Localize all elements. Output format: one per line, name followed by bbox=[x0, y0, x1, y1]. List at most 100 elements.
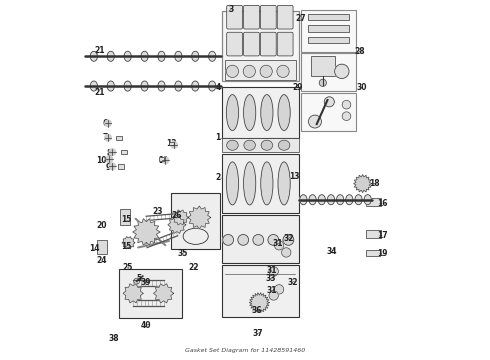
Bar bbox=[366, 230, 381, 238]
Bar bbox=[221, 215, 299, 263]
Ellipse shape bbox=[327, 195, 335, 205]
Ellipse shape bbox=[107, 51, 114, 61]
Text: 27: 27 bbox=[295, 14, 306, 23]
Circle shape bbox=[253, 234, 264, 245]
Polygon shape bbox=[354, 175, 371, 193]
Text: 3: 3 bbox=[228, 5, 233, 14]
Text: 8: 8 bbox=[106, 149, 112, 158]
Ellipse shape bbox=[355, 195, 362, 205]
Text: 35: 35 bbox=[177, 249, 188, 258]
Text: 26: 26 bbox=[172, 211, 182, 220]
FancyBboxPatch shape bbox=[260, 32, 276, 56]
Circle shape bbox=[254, 298, 265, 308]
Circle shape bbox=[269, 267, 278, 276]
Ellipse shape bbox=[346, 195, 353, 205]
Text: 22: 22 bbox=[189, 264, 199, 273]
Text: 17: 17 bbox=[377, 231, 387, 240]
Ellipse shape bbox=[209, 51, 216, 61]
Circle shape bbox=[269, 291, 278, 300]
Circle shape bbox=[105, 134, 111, 141]
Ellipse shape bbox=[226, 95, 239, 131]
Bar bbox=[366, 249, 380, 256]
Bar bbox=[221, 154, 299, 213]
Ellipse shape bbox=[261, 162, 273, 205]
Circle shape bbox=[106, 156, 113, 162]
Bar bbox=[221, 265, 299, 317]
Text: 10: 10 bbox=[97, 156, 107, 165]
Text: 15: 15 bbox=[121, 242, 131, 251]
Text: 11: 11 bbox=[158, 156, 169, 165]
FancyBboxPatch shape bbox=[244, 5, 259, 29]
Text: 36: 36 bbox=[251, 306, 262, 315]
Text: 31: 31 bbox=[267, 266, 277, 275]
Text: 18: 18 bbox=[369, 179, 380, 188]
Text: 29: 29 bbox=[293, 83, 303, 92]
Ellipse shape bbox=[175, 51, 182, 61]
Circle shape bbox=[105, 120, 111, 127]
Circle shape bbox=[342, 100, 351, 109]
Bar bbox=[221, 87, 299, 138]
Ellipse shape bbox=[124, 81, 131, 91]
Bar bbox=[311, 56, 335, 76]
Ellipse shape bbox=[226, 162, 239, 205]
Circle shape bbox=[335, 64, 349, 78]
Bar bbox=[221, 138, 299, 152]
Text: 30: 30 bbox=[356, 83, 367, 92]
Ellipse shape bbox=[278, 162, 290, 205]
Bar bbox=[366, 198, 381, 206]
Bar bbox=[300, 53, 356, 91]
Polygon shape bbox=[133, 219, 160, 245]
Circle shape bbox=[268, 234, 279, 245]
Polygon shape bbox=[172, 210, 188, 225]
Bar bbox=[224, 60, 296, 80]
Text: 31: 31 bbox=[273, 239, 283, 248]
Ellipse shape bbox=[300, 195, 307, 205]
Ellipse shape bbox=[337, 195, 343, 205]
Bar bbox=[308, 37, 349, 43]
Circle shape bbox=[277, 65, 289, 77]
Text: 32: 32 bbox=[287, 278, 297, 287]
Circle shape bbox=[109, 163, 116, 170]
Ellipse shape bbox=[227, 140, 238, 150]
Circle shape bbox=[274, 240, 284, 250]
Circle shape bbox=[319, 79, 326, 86]
Ellipse shape bbox=[192, 51, 199, 61]
Text: 12: 12 bbox=[166, 139, 177, 148]
Ellipse shape bbox=[141, 81, 148, 91]
Ellipse shape bbox=[158, 51, 165, 61]
Text: 15: 15 bbox=[121, 215, 131, 224]
Text: 13: 13 bbox=[289, 172, 300, 181]
Text: 16: 16 bbox=[377, 199, 387, 208]
FancyBboxPatch shape bbox=[244, 32, 259, 56]
Circle shape bbox=[226, 65, 239, 77]
Bar bbox=[308, 14, 349, 21]
Bar bbox=[116, 135, 122, 140]
Bar bbox=[119, 164, 124, 168]
Ellipse shape bbox=[278, 140, 290, 150]
Text: 4: 4 bbox=[216, 83, 221, 92]
Ellipse shape bbox=[278, 95, 290, 131]
Ellipse shape bbox=[141, 51, 148, 61]
Text: 32: 32 bbox=[284, 234, 294, 243]
Polygon shape bbox=[153, 284, 173, 303]
Circle shape bbox=[282, 248, 291, 257]
Text: 28: 28 bbox=[354, 47, 365, 56]
Text: 31: 31 bbox=[267, 286, 277, 295]
Circle shape bbox=[162, 157, 169, 163]
Text: 34: 34 bbox=[326, 247, 337, 256]
Circle shape bbox=[260, 65, 272, 77]
Bar bbox=[120, 209, 130, 225]
Ellipse shape bbox=[209, 81, 216, 91]
Bar bbox=[121, 150, 126, 154]
Text: 5: 5 bbox=[137, 274, 142, 283]
Ellipse shape bbox=[318, 195, 325, 205]
Bar bbox=[308, 26, 349, 32]
FancyBboxPatch shape bbox=[277, 5, 293, 29]
Ellipse shape bbox=[309, 195, 316, 205]
Circle shape bbox=[171, 141, 177, 148]
Circle shape bbox=[342, 112, 351, 121]
Circle shape bbox=[243, 65, 255, 77]
Ellipse shape bbox=[261, 140, 272, 150]
Ellipse shape bbox=[175, 81, 182, 91]
Polygon shape bbox=[122, 237, 135, 249]
